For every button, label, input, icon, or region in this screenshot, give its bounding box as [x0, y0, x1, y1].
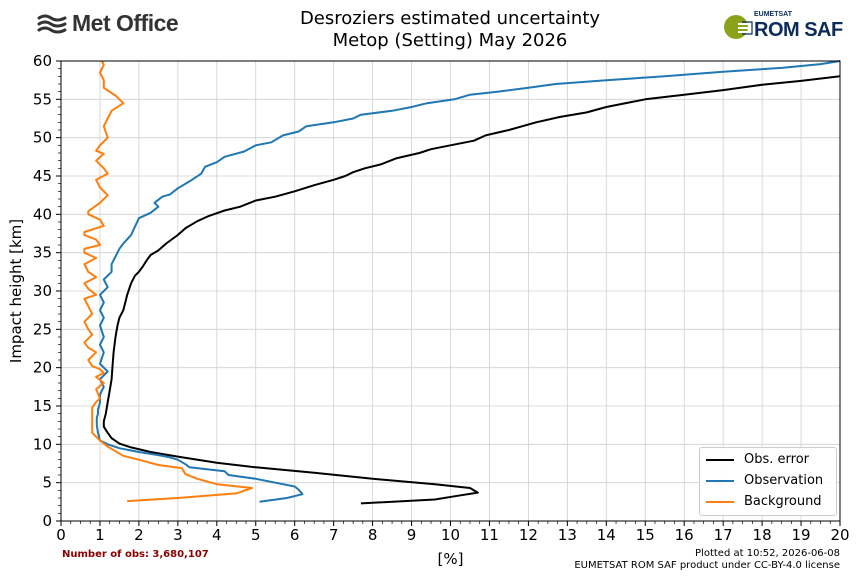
- x-tick-label: 17: [714, 526, 733, 544]
- y-tick-label: 10: [33, 435, 52, 453]
- number-of-obs: Number of obs: 3,680,107: [62, 549, 209, 560]
- x-axis-ticks: 0 1 2 3 4 5 6 7 8 9 10 11 12 13 14 15 16 17 18 19 20: [56, 521, 850, 544]
- legend-label-background: Background: [744, 494, 822, 509]
- y-tick-label: 25: [33, 320, 52, 338]
- x-tick-label: 7: [329, 526, 339, 544]
- x-tick-label: 9: [407, 526, 417, 544]
- y-axis-label: Impact height [km]: [7, 219, 25, 363]
- legend-swatch-obs-error: [706, 459, 734, 461]
- y-tick-label: 40: [33, 205, 52, 223]
- series-line-background: [83, 60, 253, 503]
- x-tick-label: 18: [753, 526, 772, 544]
- x-tick-label: 11: [480, 526, 499, 544]
- legend-label-observation: Observation: [744, 473, 824, 488]
- legend-item-observation: Observation: [706, 472, 832, 490]
- y-axis-ticks: 0 5 10 15 20 25 30 35 40 45 50 55 60: [33, 52, 61, 530]
- y-tick-label: 50: [33, 129, 52, 147]
- series-line-obs-error: [102, 75, 841, 505]
- legend-item-background: Background: [706, 493, 832, 511]
- title-line-2: Metop (Setting) May 2026: [332, 30, 568, 51]
- footer-info: Plotted at 10:52, 2026-06-08 EUMETSAT RO…: [574, 548, 840, 572]
- x-tick-label: 5: [251, 526, 261, 544]
- legend-swatch-background: [706, 501, 734, 503]
- x-tick-label: 8: [368, 526, 378, 544]
- legend-item-obs-error: Obs. error: [706, 451, 832, 469]
- rom-saf-logo-small-text: EUMETSAT: [754, 11, 792, 18]
- chart-title: Desroziers estimated uncertainty Metop (…: [230, 8, 670, 52]
- y-tick-label: 45: [33, 167, 52, 185]
- x-tick-label: 19: [792, 526, 811, 544]
- met-office-logo-text: Met Office: [72, 10, 179, 36]
- y-tick-label: 15: [33, 397, 52, 415]
- x-tick-label: 20: [830, 526, 849, 544]
- chart-series: [83, 60, 841, 505]
- y-tick-label: 0: [42, 512, 52, 530]
- x-tick-label: 6: [290, 526, 300, 544]
- rom-saf-globe-icon: [724, 15, 753, 39]
- y-tick-label: 35: [33, 244, 52, 262]
- y-tick-label: 5: [42, 474, 52, 492]
- rom-saf-logo: EUMETSAT ROM SAF: [722, 10, 852, 44]
- y-tick-label: 30: [33, 282, 52, 300]
- y-tick-label: 55: [33, 90, 52, 108]
- x-tick-label: 10: [441, 526, 460, 544]
- legend-swatch-observation: [706, 480, 734, 482]
- met-office-wave-icon: [37, 14, 67, 34]
- met-office-logo: Met Office: [37, 10, 197, 40]
- x-tick-label: 3: [173, 526, 183, 544]
- x-tick-label: 1: [95, 526, 105, 544]
- x-tick-label: 16: [675, 526, 694, 544]
- plotted-at: Plotted at 10:52, 2026-06-08: [695, 548, 840, 559]
- rom-saf-logo-text: ROM SAF: [754, 19, 843, 41]
- x-tick-label: 12: [519, 526, 538, 544]
- x-tick-label: 0: [56, 526, 66, 544]
- title-line-1: Desroziers estimated uncertainty: [299, 8, 601, 29]
- y-tick-label: 20: [33, 359, 52, 377]
- x-axis-label: [%]: [438, 550, 464, 568]
- license-text: EUMETSAT ROM SAF product under CC-BY-4.0…: [574, 560, 840, 571]
- x-tick-label: 15: [636, 526, 655, 544]
- x-tick-label: 14: [597, 526, 616, 544]
- x-tick-label: 13: [558, 526, 577, 544]
- legend-label-obs-error: Obs. error: [744, 452, 809, 467]
- y-tick-label: 60: [33, 52, 52, 70]
- chart-legend: Obs. error Observation Background: [699, 447, 837, 516]
- x-tick-label: 4: [212, 526, 222, 544]
- series-line-observation: [95, 60, 841, 503]
- x-tick-label: 2: [134, 526, 144, 544]
